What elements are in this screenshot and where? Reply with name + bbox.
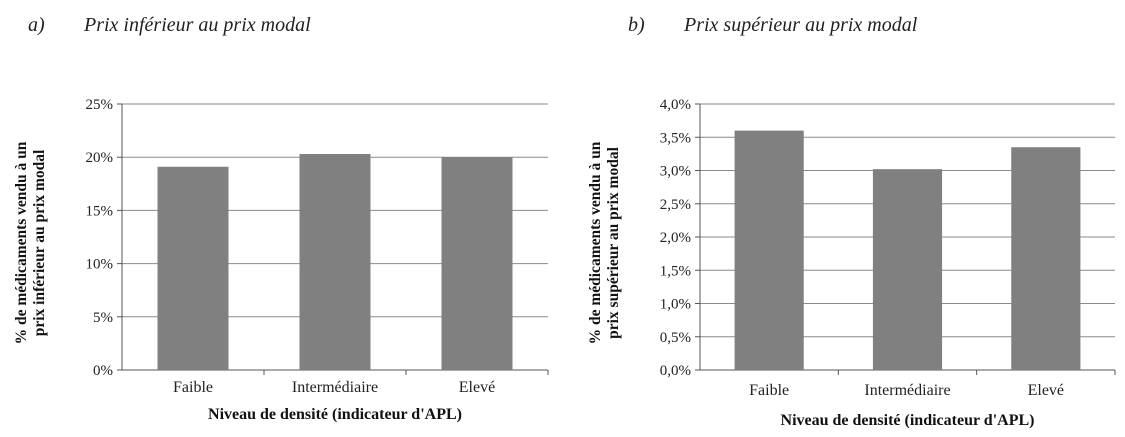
chart-panel-b: 0,0% 0,5% 1,0% 1,5% 2,0% 2,5% 3,0% 3,5% 4,0% Faib… bbox=[570, 85, 1125, 437]
ytick-label-b-1: 0,5% bbox=[660, 330, 691, 346]
bar-b-2 bbox=[1011, 147, 1081, 370]
ytick-label-a-3: 15% bbox=[86, 203, 114, 219]
bar-a-2 bbox=[441, 157, 513, 370]
y-axis-title-b-line-0: % de médicaments vendu à un bbox=[587, 141, 604, 344]
bar-b-1 bbox=[872, 169, 943, 370]
ytick-label-b-5: 2,5% bbox=[660, 197, 691, 213]
bar-a-1 bbox=[299, 154, 371, 370]
xtick-label-b-2: Elevé bbox=[1028, 382, 1064, 399]
caption-a: a) Prix inférieur au prix modal bbox=[28, 14, 311, 37]
xtick-label-a-0: Faible bbox=[173, 379, 213, 396]
caption-b-letter: b) bbox=[628, 14, 645, 36]
xtick-label-b-0: Faible bbox=[749, 382, 789, 399]
y-axis-title-a: % de médicaments vendu à unprix inférieu… bbox=[13, 141, 48, 344]
y-axis-title-b-line-1: prix supérieur au prix modal bbox=[605, 146, 622, 338]
ytick-label-a-2: 10% bbox=[86, 257, 114, 273]
chart-panel-a: 0% 5% 10% 15% 20% 25% Faible Intermédiaire Elevé… bbox=[0, 85, 560, 437]
ytick-label-a-0: 0% bbox=[93, 363, 113, 379]
ytick-label-a-5: 25% bbox=[86, 97, 114, 113]
ytick-label-b-3: 1,5% bbox=[660, 263, 691, 279]
bar-b-0 bbox=[734, 130, 804, 370]
bar-a-0 bbox=[157, 166, 229, 370]
y-axis-title-b: % de médicaments vendu à unprix supérieu… bbox=[587, 141, 622, 344]
ytick-label-a-4: 20% bbox=[86, 150, 114, 166]
caption-a-text: Prix inférieur au prix modal bbox=[84, 14, 311, 36]
x-axis-title-b: Niveau de densité (indicateur d'APL) bbox=[781, 412, 1035, 429]
ytick-label-a-1: 5% bbox=[93, 310, 113, 326]
bar-chart-a: 0% 5% 10% 15% 20% 25% Faible Intermédiaire Elevé… bbox=[13, 97, 549, 423]
caption-b-text: Prix supérieur au prix modal bbox=[684, 14, 918, 36]
y-axis-title-a-line-1: prix inférieur au prix modal bbox=[31, 149, 48, 336]
ytick-label-b-8: 4,0% bbox=[660, 97, 691, 113]
xtick-label-a-1: Intermédiaire bbox=[292, 379, 378, 396]
ytick-label-b-2: 1,0% bbox=[660, 297, 691, 313]
ytick-label-b-6: 3,0% bbox=[660, 164, 691, 180]
y-axis-title-a-line-0: % de médicaments vendu à un bbox=[13, 141, 30, 344]
xtick-label-b-1: Intermédiaire bbox=[864, 382, 950, 399]
caption-b: b) Prix supérieur au prix modal bbox=[628, 14, 917, 37]
ytick-label-b-0: 0,0% bbox=[660, 363, 691, 379]
ytick-label-b-7: 3,5% bbox=[660, 130, 691, 146]
xtick-label-a-2: Elevé bbox=[459, 379, 495, 396]
bar-chart-b: 0,0% 0,5% 1,0% 1,5% 2,0% 2,5% 3,0% 3,5% 4,0% Faib… bbox=[587, 97, 1116, 429]
caption-a-letter: a) bbox=[28, 14, 45, 36]
x-axis-title-a: Niveau de densité (indicateur d'APL) bbox=[208, 406, 462, 423]
ytick-label-b-4: 2,0% bbox=[660, 230, 691, 246]
